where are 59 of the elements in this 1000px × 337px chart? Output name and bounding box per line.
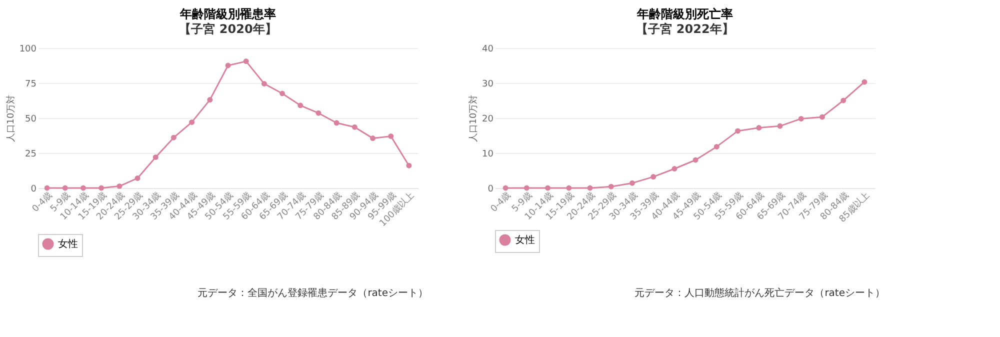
point (798, 116, 804, 122)
point (650, 174, 656, 180)
point (370, 136, 376, 142)
point (672, 166, 678, 172)
point (98, 185, 104, 191)
chart-title: 年齢階級別罹患率 (179, 7, 276, 21)
point (714, 144, 720, 150)
y-tick-label: 100 (19, 44, 37, 54)
point (334, 120, 340, 126)
point (207, 97, 213, 103)
point (152, 154, 158, 160)
y-tick-label: 75 (25, 80, 36, 90)
legend-label: 女性 (58, 238, 78, 250)
point (170, 134, 176, 140)
point (524, 185, 530, 191)
chart-subtitle: 【子宮 2022年】 (636, 22, 734, 36)
y-tick-label: 0 (30, 184, 37, 194)
point (280, 90, 286, 96)
point (352, 124, 358, 130)
point (80, 185, 86, 191)
point (566, 185, 572, 191)
point (225, 62, 231, 68)
y-tick-label: 50 (25, 114, 37, 124)
point (629, 180, 635, 186)
point (756, 125, 762, 131)
y-axis-title: 人口10万対 (5, 94, 16, 142)
point (692, 157, 698, 163)
point (819, 114, 825, 120)
point (840, 98, 846, 104)
legend-label: 女性 (515, 234, 535, 246)
y-tick-label: 30 (482, 80, 494, 90)
point (862, 79, 868, 85)
y-tick-label: 20 (482, 114, 494, 124)
point (502, 185, 508, 191)
point (545, 185, 551, 191)
point (406, 162, 412, 168)
point (735, 128, 741, 134)
point (62, 185, 68, 191)
point (388, 133, 394, 139)
y-tick-label: 10 (482, 150, 494, 160)
point (261, 80, 267, 86)
point (243, 58, 249, 64)
text: 元データ：全国がん登録罹患データ（rateシート） (198, 287, 428, 299)
y-tick-label: 40 (482, 44, 494, 54)
text: 元データ：人口動態統計がん死亡データ（rateシート） (634, 287, 885, 299)
point (777, 123, 783, 129)
point (587, 185, 593, 191)
point (298, 102, 304, 108)
point (116, 183, 122, 189)
y-tick-label: 25 (25, 150, 36, 160)
point (608, 184, 614, 190)
point (134, 175, 140, 181)
chart-title: 年齢階級別死亡率 (636, 7, 733, 21)
point (44, 185, 50, 191)
y-tick-label: 0 (488, 184, 494, 194)
point (316, 110, 322, 116)
chart-subtitle: 【子宮 2020年】 (179, 22, 277, 36)
point (189, 119, 195, 125)
y-axis-title: 人口10万対 (468, 94, 480, 142)
